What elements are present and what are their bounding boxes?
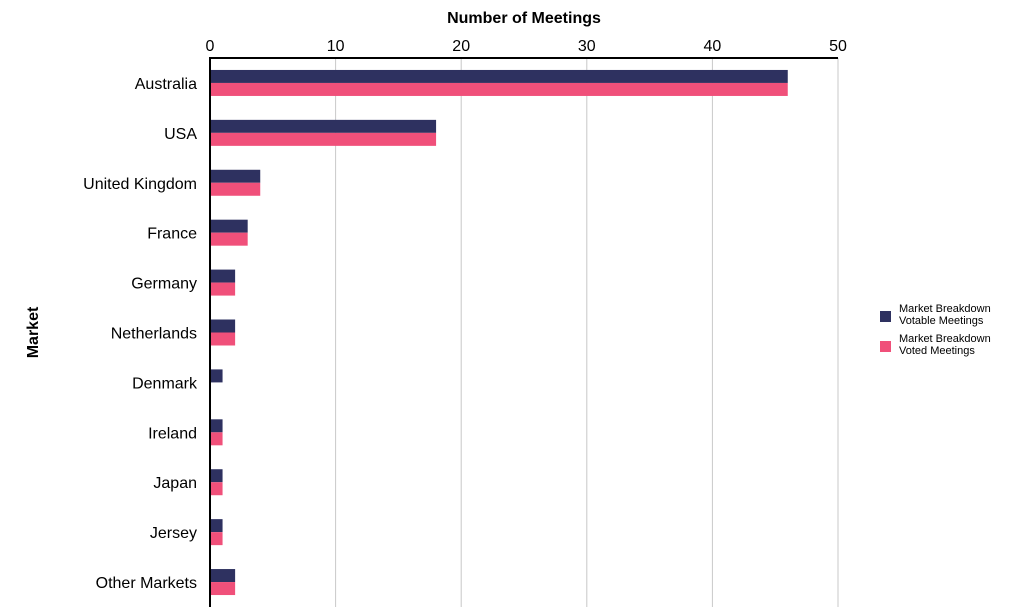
legend-label-voted: Market Breakdown Voted Meetings (899, 333, 991, 357)
bar-jersey-votable (210, 519, 223, 533)
legend: Market Breakdown Votable Meetings Market B… (880, 303, 991, 357)
bar-ireland-votable (210, 419, 223, 433)
axes (209, 57, 838, 607)
category-label-united-kingdom: United Kingdom (83, 176, 197, 193)
bar-australia-voted (210, 82, 788, 96)
legend-swatch-voted (880, 341, 891, 352)
category-label-japan: Japan (153, 475, 197, 492)
legend-swatch-votable (880, 311, 891, 322)
bar-netherlands-votable (210, 319, 236, 333)
x-tick-label-0: 0 (206, 38, 215, 55)
bar-other-markets-voted (210, 582, 236, 596)
x-tick-label-10: 10 (327, 38, 345, 55)
legend-label-votable: Market Breakdown Votable Meetings (899, 303, 991, 327)
x-tick-label-50: 50 (829, 38, 847, 55)
bar-jersey-voted (210, 532, 223, 546)
category-label-usa: USA (164, 126, 197, 143)
bar-australia-votable (210, 69, 788, 83)
bar-france-voted (210, 232, 248, 246)
category-label-netherlands: Netherlands (111, 326, 197, 343)
bar-germany-votable (210, 269, 236, 283)
category-label-australia: Australia (135, 76, 197, 93)
y-axis-title: Market (25, 306, 42, 358)
category-label-ireland: Ireland (148, 425, 197, 442)
category-label-jersey: Jersey (150, 525, 197, 542)
bar-ireland-voted (210, 432, 223, 446)
bar-germany-voted (210, 282, 236, 296)
bar-japan-votable (210, 469, 223, 483)
category-label-denmark: Denmark (132, 375, 198, 392)
bar-united-kingdom-votable (210, 169, 261, 183)
bar-usa-voted (210, 132, 437, 146)
category-label-other-markets: Other Markets (96, 575, 197, 592)
bar-united-kingdom-voted (210, 182, 261, 196)
bar-other-markets-votable (210, 569, 236, 583)
x-tick-label-40: 40 (704, 38, 722, 55)
bar-france-votable (210, 219, 248, 233)
bar-denmark-votable (210, 369, 223, 383)
labels: 0 10 20 30 40 50 Australia USA United Kingdom Fra… (25, 10, 847, 592)
x-tick-label-20: 20 (452, 38, 470, 55)
bar-japan-voted (210, 482, 223, 496)
x-axis-title: Number of Meetings (447, 10, 601, 27)
bar-usa-votable (210, 119, 437, 133)
category-label-germany: Germany (131, 276, 197, 293)
x-tick-label-30: 30 (578, 38, 596, 55)
bars (210, 69, 788, 596)
grid-lines (335, 58, 839, 607)
bar-netherlands-voted (210, 332, 236, 346)
category-label-france: France (147, 226, 197, 243)
